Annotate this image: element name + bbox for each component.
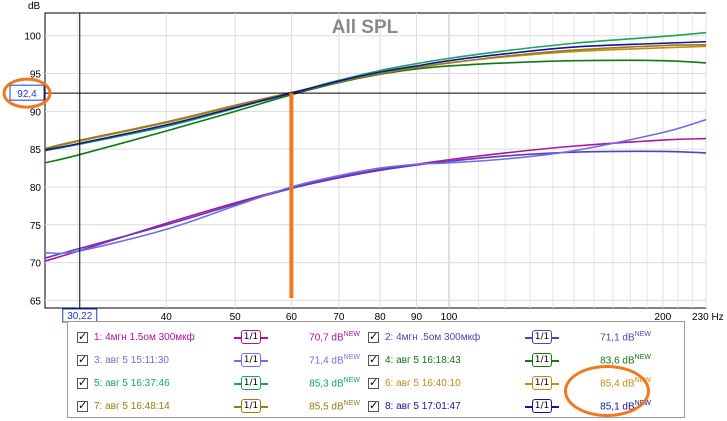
legend-level-value: 83,6 dB	[600, 355, 635, 367]
series-line	[44, 118, 707, 255]
legend-level: 85,5 dBNEW	[290, 400, 360, 412]
y-tick-label: 70	[30, 259, 42, 270]
legend-symbol-text: 1/1	[241, 376, 261, 390]
y-tick-label: 100	[24, 32, 41, 43]
y-readout-box	[9, 84, 45, 101]
cursor-layer[interactable]: 92,4 30,22	[2, 13, 706, 323]
legend-label: 2: 4мгн .5ом 300мкф	[385, 331, 481, 343]
legend-symbol-text: 1/1	[532, 330, 552, 344]
new-badge: NEW	[343, 399, 360, 407]
x-readout: 30,22	[67, 311, 92, 322]
y-tick-label: 90	[30, 107, 42, 118]
x-tick-label: 100	[441, 312, 458, 323]
series-line	[44, 40, 707, 151]
legend-level-value: 71,1 dB	[600, 332, 635, 344]
legend-line-symbol[interactable]: 1/1	[234, 399, 268, 413]
legend-line-symbol[interactable]: 1/1	[525, 399, 559, 413]
legend-entry[interactable]: 4: авг 5 16:18:43 1/1 83,6 dBNEW	[368, 351, 651, 369]
legend-level-value: 70,7 dB	[309, 332, 344, 344]
legend-symbol-text: 1/1	[532, 353, 552, 367]
series-layer	[44, 31, 707, 262]
x-tick-label: 80	[375, 312, 387, 323]
legend-level: 71,4 dBNEW	[290, 354, 360, 366]
y-axis-unit: dB	[28, 1, 41, 12]
tick-labels: 40 50 60 70 80 90 100 200 230 Hz 65 70 75 80 85 90 95 10…	[24, 32, 723, 323]
legend-line-symbol[interactable]: 1/1	[525, 376, 559, 390]
legend-label: 5: авг 5 16:37:46	[94, 377, 170, 389]
new-badge: NEW	[343, 376, 360, 384]
legend-symbol-text: 1/1	[532, 399, 552, 413]
y-tick-label: 80	[30, 183, 42, 194]
legend-level: 70,7 dBNEW	[290, 331, 360, 343]
chart-title: All SPL	[332, 17, 399, 38]
legend-entry[interactable]: 2: 4мгн .5ом 300мкф 1/1 71,1 dBNEW	[368, 328, 651, 346]
legend-label: 3: авг 5 15:11:30	[94, 354, 169, 366]
legend-level-value: 85,5 dB	[309, 401, 344, 413]
x-tick-label: 200	[655, 312, 672, 323]
legend-entry[interactable]: 3: авг 5 15:11:30 1/1 71,4 dBNEW	[77, 351, 360, 369]
legend-label: 1: 4мгн 1.5ом 300мкф	[94, 331, 195, 343]
new-badge: NEW	[343, 353, 360, 361]
x-tick-label: 40	[161, 312, 173, 323]
legend-checkbox[interactable]	[368, 330, 379, 343]
plot-area	[44, 12, 707, 309]
legend-line-symbol[interactable]: 1/1	[525, 353, 559, 367]
legend-checkbox[interactable]	[77, 353, 88, 366]
new-badge: NEW	[634, 330, 651, 338]
x-tick-label: 70	[333, 312, 345, 323]
y-tick-label: 95	[30, 70, 42, 81]
x-tick-label: 60	[286, 312, 298, 323]
x-tick-label: 230 Hz	[692, 312, 724, 323]
new-badge: NEW	[343, 330, 360, 338]
legend-symbol-text: 1/1	[241, 353, 261, 367]
series-line	[44, 31, 707, 152]
y-tick-label: 85	[30, 145, 42, 156]
legend-symbol-text: 1/1	[532, 376, 552, 390]
x-tick-label: 90	[411, 312, 423, 323]
x-tick-label: 50	[230, 312, 242, 323]
legend-label: 4: авг 5 16:18:43	[385, 354, 461, 366]
legend-label: 7: авг 5 16:48:14	[94, 400, 170, 412]
legend-entry[interactable]: 5: авг 5 16:37:46 1/1 85,3 dBNEW	[77, 374, 360, 392]
legend-line-symbol[interactable]: 1/1	[234, 376, 268, 390]
legend-checkbox[interactable]	[368, 353, 379, 366]
new-badge: NEW	[634, 353, 651, 361]
legend-level: 83,6 dBNEW	[581, 354, 651, 366]
legend-checkbox[interactable]	[77, 399, 88, 412]
y-tick-label: 75	[30, 221, 42, 232]
legend-label: 8: авг 5 17:01:47	[385, 400, 461, 412]
legend-entry[interactable]: 1: 4мгн 1.5ом 300мкф 1/1 70,7 dBNEW	[77, 328, 360, 346]
legend-checkbox[interactable]	[368, 376, 379, 389]
series-line	[44, 150, 707, 259]
legend-symbol-text: 1/1	[241, 399, 261, 413]
legend-line-symbol[interactable]: 1/1	[234, 353, 268, 367]
legend-line-symbol[interactable]: 1/1	[525, 330, 559, 344]
y-readout: 92,4	[17, 89, 37, 100]
legend-checkbox[interactable]	[77, 330, 88, 343]
legend-checkbox[interactable]	[368, 399, 379, 412]
legend-label: 6: авг 5 16:40:10	[385, 377, 461, 389]
legend-checkbox[interactable]	[77, 376, 88, 389]
legend-level-value: 85,3 dB	[309, 378, 344, 390]
annotation-circle-readout	[2, 77, 52, 109]
legend-symbol-text: 1/1	[241, 330, 261, 344]
legend-entry[interactable]: 7: авг 5 16:48:14 1/1 85,5 dBNEW	[77, 397, 360, 415]
y-tick-label: 65	[30, 296, 42, 307]
series-line	[44, 43, 707, 150]
annotation-circle-legend	[564, 365, 650, 417]
legend-line-symbol[interactable]: 1/1	[234, 330, 268, 344]
legend-level: 85,3 dBNEW	[290, 377, 360, 389]
legend-level: 71,1 dBNEW	[581, 331, 651, 343]
legend-level-value: 71,4 dB	[309, 355, 344, 367]
